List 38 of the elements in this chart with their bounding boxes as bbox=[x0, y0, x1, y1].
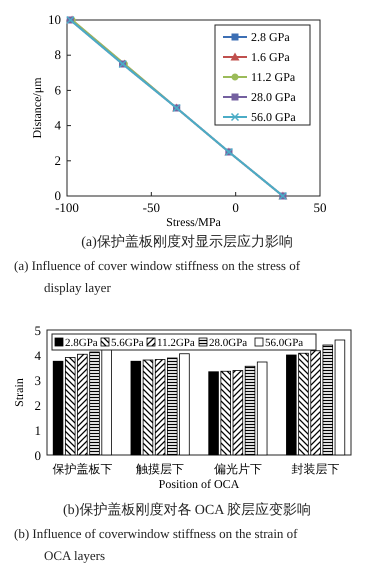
text: (a)保护盖板刚度对显示层应力影响 bbox=[81, 234, 293, 250]
y-axis-title: Distance/μm bbox=[30, 76, 44, 139]
text: (b) Influence of coverwindow stiffness on the strain of OCA layers bbox=[14, 526, 298, 563]
x-tick-label: 保护盖板下 bbox=[52, 462, 112, 476]
x-axis-title: Stress/MPa bbox=[166, 215, 222, 229]
x-tick-label: -50 bbox=[142, 200, 160, 215]
y-tick-label: 6 bbox=[54, 82, 62, 98]
legend-label: 5.6GPa bbox=[111, 337, 144, 349]
y-tick-label: 0 bbox=[54, 188, 61, 203]
legend-label: 1.6 GPa bbox=[251, 50, 290, 64]
x-tick-label: 触摸层下 bbox=[136, 462, 184, 476]
y-tick-label: 5 bbox=[34, 323, 41, 338]
legend-label: 2.8 GPa bbox=[251, 30, 290, 44]
legend-label: 56.0 GPa bbox=[251, 110, 296, 124]
x-tick-label: 封装层下 bbox=[292, 462, 340, 476]
y-tick-label: 1 bbox=[34, 423, 41, 438]
legend-label: 11.2 GPa bbox=[251, 70, 296, 84]
y-tick-label: 3 bbox=[34, 373, 41, 388]
x-tick-label: -100 bbox=[55, 200, 79, 215]
legend-label: 28.0 GPa bbox=[251, 90, 296, 104]
legend-label: 56.0GPa bbox=[265, 337, 304, 349]
y-tick-label: 4 bbox=[34, 348, 42, 363]
y-tick-label: 4 bbox=[54, 118, 62, 133]
legend-label: 28.0GPa bbox=[209, 337, 248, 349]
y-tick-label: 8 bbox=[54, 47, 61, 62]
y-tick-label: 2 bbox=[54, 152, 61, 168]
legend-label: 11.2GPa bbox=[157, 337, 195, 349]
x-axis-title: Position of OCA bbox=[158, 477, 240, 491]
y-tick-label: 0 bbox=[34, 448, 41, 463]
x-tick-label: 0 bbox=[232, 200, 239, 215]
y-tick-label: 10 bbox=[48, 12, 61, 27]
y-axis-title: Strain bbox=[12, 378, 26, 407]
x-tick-label: 50 bbox=[314, 200, 326, 215]
text: (b)保护盖板刚度对各 OCA 胶层应变影响 bbox=[62, 502, 312, 518]
text: (a) Influence of cover window stiffness on the stress of display layer bbox=[14, 258, 301, 295]
legend-label: 2.8GPa bbox=[65, 337, 98, 349]
y-tick-label: 2 bbox=[34, 398, 41, 413]
x-tick-label: 偏光片下 bbox=[214, 462, 262, 476]
